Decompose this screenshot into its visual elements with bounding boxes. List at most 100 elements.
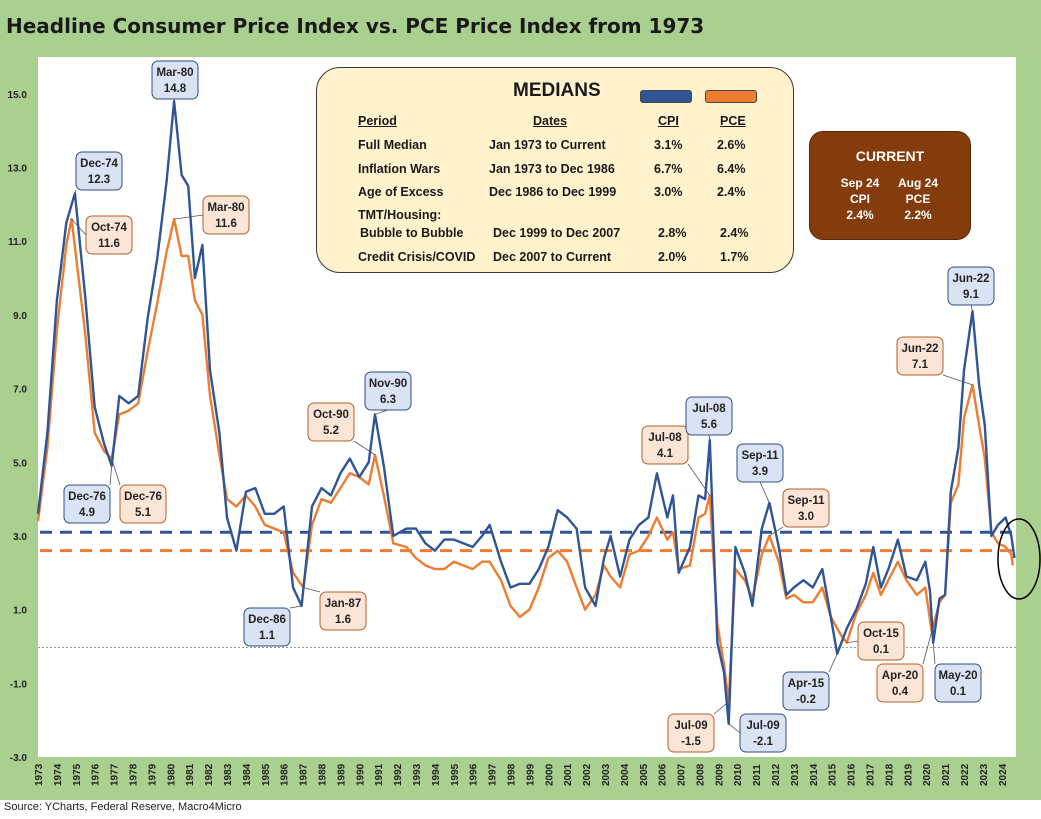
medians-title: MEDIANS [513,80,601,101]
callout-date: Jul-08 [692,403,726,415]
callout-date: Dec-76 [124,491,162,503]
callout-value: -0.2 [796,694,816,706]
row-1-cpi: 3.1% [654,138,683,152]
callout-leader [374,409,389,415]
y-tick-label: 5.0 [13,458,27,469]
series-lines [36,100,1016,725]
current-box: CURRENT Sep 24 CPI 2.4% Aug 24 PCE 2.2% [809,131,971,240]
x-tick-label: 1995 [450,763,461,786]
x-tick-label: 1975 [72,763,83,786]
x-tick-label: 1981 [185,763,196,786]
callout-box [947,266,995,306]
row-1-period: Full Median [358,138,427,152]
x-tick-label: 2010 [733,763,744,786]
callout-box [782,671,830,711]
callout-leader [174,214,204,220]
median-lines [40,530,1014,553]
x-tick-label: 1991 [374,763,385,786]
current-pce-value: 2.2% [904,208,932,222]
x-tick-label: 2013 [790,763,801,786]
x-tick-label: 1992 [393,763,404,786]
x-tick-label: 2018 [884,763,895,786]
callout-leader [970,304,973,312]
row-4-period: TMT/Housing: [358,208,442,222]
x-tick-label: 1982 [204,763,215,786]
x-tick-label: 1974 [53,763,64,786]
x-tick-label: 1994 [431,763,442,786]
x-tick-label: 1989 [336,763,347,786]
callout-leader [303,587,321,593]
x-tick-label: 2014 [809,763,820,786]
current-pce-date: Aug 24 [897,176,938,190]
source-note: Source: YCharts, Federal Reserve, Macro4… [4,801,242,813]
callout-leader [687,463,711,496]
x-tick-label: 2023 [979,763,990,786]
x-tick-label: 1996 [469,763,480,786]
callout-value: 12.3 [88,174,110,186]
callout-date: Oct-74 [91,222,127,234]
x-tick-label: 1993 [412,763,423,786]
callout-leader [74,189,77,194]
x-tick-label: 2022 [960,763,971,786]
callout-leader [713,701,729,715]
x-tick-label: 1979 [147,763,158,786]
y-axis: 15.0 13.0 11.0 9.0 7.0 5.0 3.0 1.0 -1.0 -3.0 [8,90,28,764]
callout-box [667,713,715,753]
y-tick-label: 9.0 [13,311,27,322]
callout-date: Sep-11 [741,450,779,462]
pce-series-line [36,217,1014,703]
callout-date: Jan-87 [325,598,361,610]
x-tick-label: 1985 [261,763,272,786]
callout-date: Mar-80 [156,67,193,79]
current-highlight-ellipse [997,518,1041,600]
callout-value: 5.6 [701,419,717,431]
row-2-cpi: 6.7% [654,162,683,176]
callout-box [641,425,689,465]
callout-date: Apr-20 [882,670,918,682]
callouts: Dec-74 12.3 Oct-74 11.6 Mar-80 14.8 Mar-80 11.6… [63,60,995,753]
x-tick-label: 1978 [128,763,139,786]
row-5-period: Credit Crisis/COVID [358,250,476,264]
x-tick-label: 2012 [771,763,782,786]
x-tick-label: 2007 [677,763,688,786]
callout-box [896,336,944,376]
callout-date: Jul-08 [648,432,682,444]
callout-leader [922,631,933,665]
x-tick-label: 2004 [620,763,631,786]
callout-leader [769,526,784,537]
callout-box [151,60,199,100]
callout-date: Dec-86 [248,614,286,626]
callout-value: 3.9 [752,466,768,478]
x-tick-label: 1980 [166,763,177,786]
callout-value: 14.8 [164,83,187,95]
x-tick-label: 2003 [601,763,612,786]
callout-value: 9.1 [963,289,980,301]
callout-value: 7.1 [912,359,929,371]
header-period: Period [358,114,397,128]
callout-box [119,484,167,524]
callout-value: 11.6 [215,218,237,230]
callout-box [63,484,111,524]
callout-value: 1.6 [335,614,351,626]
x-axis: 1973 1974 1975 1976 1977 1978 1979 1980 1981 1982… [34,763,1009,786]
callout-box [202,195,250,235]
callout-box [857,621,905,661]
medians-box: MEDIANS Period Dates CPI PCE Full Median… [316,67,794,273]
y-tick-label: -3.0 [10,753,28,764]
x-tick-label: 1973 [34,763,45,786]
y-tick-label: -1.0 [10,679,28,690]
callout-box [75,151,123,191]
callout-value: 0.1 [873,644,890,656]
callout-date: Nov-90 [369,378,407,390]
callout-value: 11.6 [98,238,120,250]
callout-leader [111,458,121,486]
current-cpi: Sep 24 CPI 2.4% [836,175,884,223]
callout-value: 0.1 [950,686,967,698]
x-tick-label: 2021 [941,763,952,786]
x-tick-label: 2020 [922,763,933,786]
x-tick-label: 2008 [695,763,706,786]
x-tick-label: 1976 [91,763,102,786]
pce-legend-swatch [705,90,757,103]
callout-leader [353,440,376,456]
callout-leader [759,481,770,503]
